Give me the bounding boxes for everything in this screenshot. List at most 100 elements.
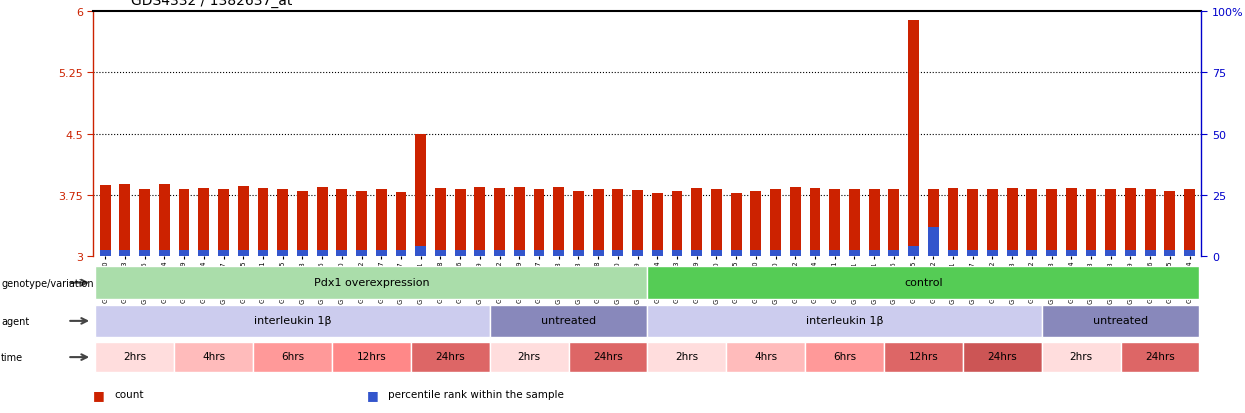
Bar — [298, 250, 308, 256]
Bar — [356, 250, 367, 256]
Bar — [1144, 250, 1155, 256]
Bar — [1184, 250, 1195, 256]
Bar — [96, 266, 647, 300]
Bar — [258, 250, 269, 256]
Bar — [809, 250, 820, 256]
Bar — [100, 185, 111, 256]
Bar — [253, 342, 332, 372]
Bar — [806, 342, 884, 372]
Bar — [869, 190, 879, 256]
Text: genotype/variation: genotype/variation — [1, 278, 93, 288]
Bar — [751, 191, 761, 256]
Text: GDS4332 / 1382637_at: GDS4332 / 1382637_at — [131, 0, 293, 8]
Bar — [1125, 189, 1135, 256]
Bar — [613, 250, 624, 256]
Bar — [120, 250, 131, 256]
Bar — [569, 342, 647, 372]
Text: 12hrs: 12hrs — [909, 351, 939, 361]
Bar — [258, 189, 269, 256]
Bar — [1007, 189, 1017, 256]
Bar — [494, 250, 505, 256]
Bar — [336, 250, 347, 256]
Bar — [174, 342, 253, 372]
Text: agent: agent — [1, 316, 30, 326]
Bar — [278, 190, 288, 256]
Bar — [332, 342, 411, 372]
Bar — [908, 21, 919, 256]
Bar — [632, 250, 642, 256]
Bar — [593, 250, 604, 256]
Bar — [691, 189, 702, 256]
Bar — [908, 246, 919, 256]
Bar — [435, 250, 446, 256]
Bar — [573, 250, 584, 256]
Bar — [316, 250, 327, 256]
Bar — [751, 250, 761, 256]
Bar — [474, 250, 486, 256]
Text: untreated: untreated — [542, 316, 596, 325]
Bar — [613, 190, 624, 256]
Bar — [139, 250, 151, 256]
Bar — [336, 190, 347, 256]
Bar — [652, 250, 662, 256]
Bar — [411, 342, 489, 372]
Bar — [928, 190, 939, 256]
Bar — [1125, 250, 1135, 256]
Bar — [1164, 250, 1175, 256]
Bar — [947, 250, 959, 256]
Bar — [96, 342, 174, 372]
Bar — [534, 250, 544, 256]
Bar — [238, 186, 249, 256]
Text: percentile rank within the sample: percentile rank within the sample — [388, 389, 564, 399]
Bar — [967, 250, 979, 256]
Bar — [711, 250, 722, 256]
Bar — [1086, 250, 1097, 256]
Bar — [218, 190, 229, 256]
Text: interleukin 1β: interleukin 1β — [254, 316, 331, 325]
Bar — [671, 191, 682, 256]
Bar — [1066, 189, 1077, 256]
Bar — [1042, 342, 1121, 372]
Text: 24hrs: 24hrs — [593, 351, 622, 361]
Bar — [884, 342, 962, 372]
Bar — [396, 193, 406, 256]
Bar — [1184, 190, 1195, 256]
Bar — [1042, 305, 1199, 337]
Bar — [454, 250, 466, 256]
Text: count: count — [115, 389, 144, 399]
Bar — [1066, 250, 1077, 256]
Bar — [356, 191, 367, 256]
Bar — [553, 188, 564, 256]
Bar — [829, 250, 840, 256]
Text: 2hrs: 2hrs — [1069, 351, 1093, 361]
Bar — [809, 189, 820, 256]
Bar — [416, 246, 426, 256]
Text: 24hrs: 24hrs — [1145, 351, 1175, 361]
Bar — [139, 190, 151, 256]
Bar — [647, 305, 1042, 337]
Bar — [100, 250, 111, 256]
Bar — [962, 342, 1042, 372]
Text: 2hrs: 2hrs — [123, 351, 147, 361]
Bar — [316, 188, 327, 256]
Bar — [416, 134, 426, 256]
Bar — [435, 189, 446, 256]
Bar — [731, 250, 742, 256]
Text: ■: ■ — [93, 388, 105, 401]
Bar — [278, 250, 288, 256]
Text: 2hrs: 2hrs — [675, 351, 698, 361]
Text: 4hrs: 4hrs — [754, 351, 777, 361]
Bar — [632, 190, 642, 256]
Bar — [238, 250, 249, 256]
Bar — [691, 250, 702, 256]
Bar — [647, 266, 1199, 300]
Text: 6hrs: 6hrs — [281, 351, 304, 361]
Text: time: time — [1, 352, 24, 362]
Bar — [869, 250, 879, 256]
Bar — [1026, 250, 1037, 256]
Bar — [514, 250, 524, 256]
Bar — [120, 185, 131, 256]
Bar — [96, 305, 489, 337]
Bar — [159, 185, 169, 256]
Bar — [711, 190, 722, 256]
